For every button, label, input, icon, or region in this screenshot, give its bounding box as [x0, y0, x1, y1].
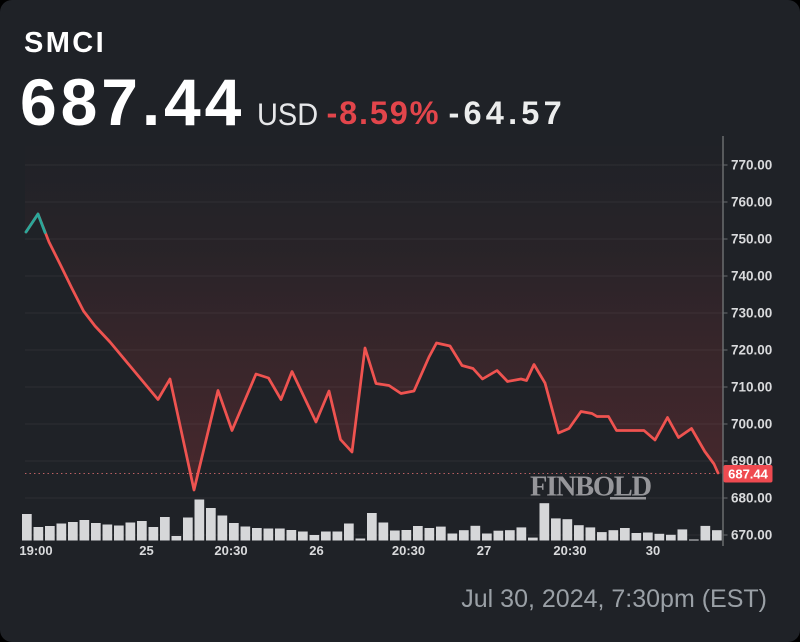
svg-text:20:30: 20:30 [392, 543, 425, 558]
svg-text:19:00: 19:00 [19, 543, 52, 558]
svg-text:750.00: 750.00 [731, 232, 772, 247]
svg-text:26: 26 [309, 543, 323, 558]
svg-text:710.00: 710.00 [731, 380, 772, 395]
svg-text:740.00: 740.00 [731, 269, 772, 284]
svg-text:690.00: 690.00 [731, 454, 772, 469]
svg-text:680.00: 680.00 [731, 491, 772, 506]
svg-text:700.00: 700.00 [731, 417, 772, 432]
svg-text:670.00: 670.00 [731, 528, 772, 543]
svg-text:687.44: 687.44 [728, 467, 769, 482]
svg-text:730.00: 730.00 [731, 306, 772, 321]
svg-text:27: 27 [477, 543, 491, 558]
svg-text:770.00: 770.00 [731, 158, 772, 173]
svg-text:25: 25 [139, 543, 153, 558]
svg-text:20:30: 20:30 [553, 543, 586, 558]
svg-text:30: 30 [646, 543, 660, 558]
svg-text:760.00: 760.00 [731, 195, 772, 210]
svg-text:720.00: 720.00 [731, 343, 772, 358]
svg-text:20:30: 20:30 [214, 543, 247, 558]
